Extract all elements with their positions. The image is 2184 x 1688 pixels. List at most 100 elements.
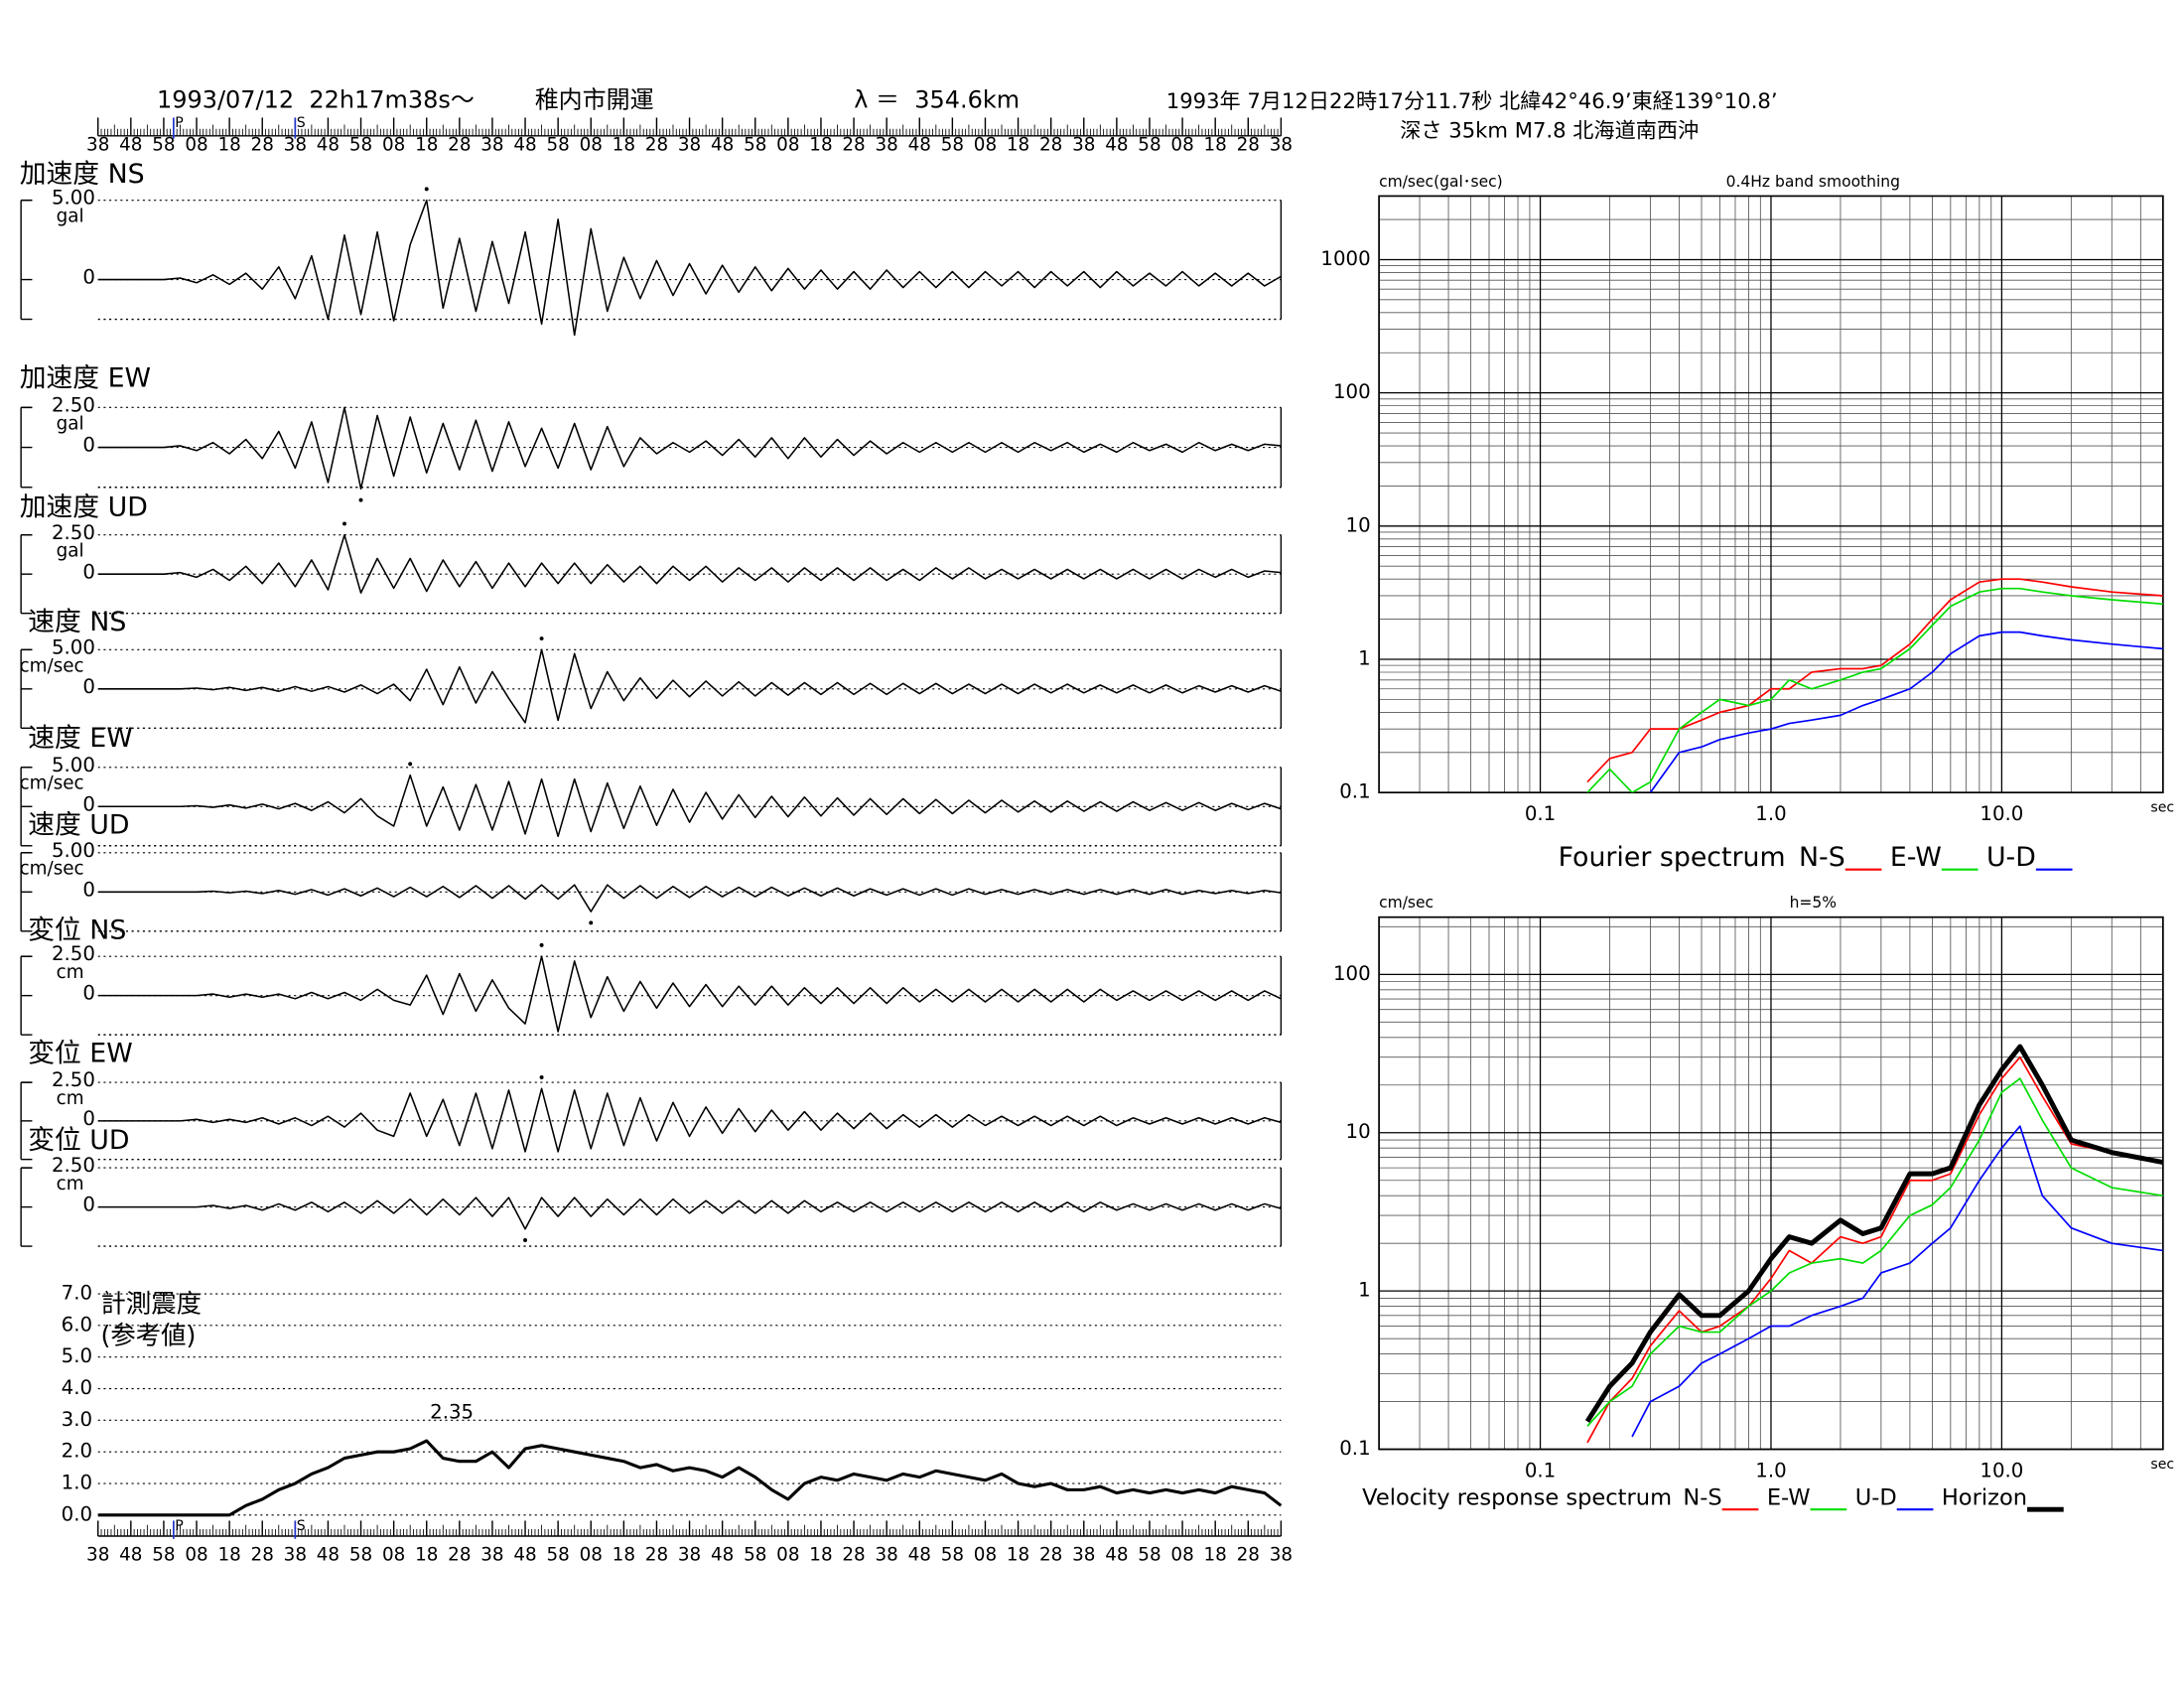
legend-label: N-S [1799, 842, 1845, 873]
time-tick-label: 08 [580, 1545, 603, 1566]
time-tick-label: 48 [317, 1545, 340, 1566]
spectrum-line [1586, 1055, 2163, 1444]
x-tick-label: 0.1 [1525, 802, 1556, 825]
legend-title: Fourier spectrum [1559, 842, 1786, 873]
peak-dot [589, 920, 594, 925]
time-tick-label: 58 [546, 135, 569, 156]
time-tick-label: 28 [1237, 1545, 1260, 1566]
time-tick-label: 18 [809, 1545, 832, 1566]
x-tick-label: 1.0 [1755, 802, 1786, 825]
legend-label: U-D [1855, 1484, 1897, 1510]
intensity-line [97, 1439, 1283, 1517]
trace-tick-label: 4.0 [62, 1376, 92, 1399]
phase-marker-label: S [297, 1518, 306, 1534]
x-axis-unit: sec [2150, 1457, 2174, 1473]
legend-label: Horizon [1942, 1484, 2027, 1510]
time-tick-label: 58 [744, 135, 766, 156]
time-tick-label: 48 [119, 1545, 142, 1566]
peak-dot [342, 521, 346, 526]
time-tick-label: 18 [217, 135, 240, 156]
epicentral-distance: λ ＝ 354.6km [854, 86, 1020, 114]
trace-label: 変位 EW [28, 1038, 132, 1068]
time-tick-label: 48 [513, 1545, 536, 1566]
trace-tick-label: 0 [82, 560, 95, 583]
x-axis-unit: sec [2150, 800, 2174, 816]
phase-marker-label: P [175, 1518, 184, 1534]
y-tick-label: 100 [1333, 380, 1371, 403]
time-tick-label: 58 [744, 1545, 766, 1566]
time-tick-label: 38 [875, 1545, 897, 1566]
peak-dot [408, 762, 413, 767]
trace-tick-label: 1.0 [62, 1472, 92, 1494]
time-tick-label: 18 [1204, 1545, 1227, 1566]
legend-title: Velocity response spectrum [1362, 1484, 1672, 1510]
time-tick-label: 18 [613, 1545, 635, 1566]
y-tick-label: 10 [1346, 513, 1371, 536]
time-tick-label: 08 [580, 135, 603, 156]
time-tick-label: 48 [711, 1545, 734, 1566]
time-tick-label: 48 [908, 1545, 931, 1566]
time-tick-label: 58 [1138, 135, 1160, 156]
trace-label: 加速度 NS [20, 159, 145, 190]
trace-label: 計測震度 [101, 1288, 203, 1318]
x-tick-label: 0.1 [1525, 1460, 1556, 1482]
time-tick-label: 48 [1105, 135, 1128, 156]
trace-tick-label: 0 [82, 434, 95, 457]
plot-frame [1378, 195, 2164, 794]
waveform [97, 1087, 1282, 1153]
time-tick-label: 58 [941, 135, 964, 156]
trace-unit: gal [57, 541, 84, 562]
plot-frame [1378, 915, 2164, 1451]
time-tick-label: 28 [1237, 135, 1260, 156]
time-tick-label: 58 [349, 135, 372, 156]
trace-tick-label: 5.00 [52, 754, 95, 776]
trace-unit: cm [57, 962, 84, 983]
time-tick-label: 48 [1105, 1545, 1128, 1566]
trace-tick-label: 7.0 [62, 1282, 92, 1305]
trace-unit: cm/sec [20, 655, 84, 676]
trace-note: (参考値) [101, 1321, 197, 1350]
peak-annotation: 2.35 [430, 1400, 474, 1423]
y-tick-label: 1000 [1320, 247, 1370, 270]
time-tick-label: 08 [776, 1545, 799, 1566]
time-tick-label: 38 [1072, 1545, 1095, 1566]
trace-tick-label: 0 [82, 792, 95, 815]
y-tick-label: 1 [1358, 646, 1371, 669]
peak-dot [424, 187, 429, 192]
phase-marker-label: S [297, 115, 306, 131]
spectrum-line [1631, 1125, 2163, 1438]
y-tick-label: 1 [1358, 1279, 1371, 1302]
time-tick-label: 38 [480, 135, 503, 156]
trace-label: 変位 UD [28, 1125, 129, 1156]
time-tick-label: 08 [382, 135, 405, 156]
peak-dot [358, 497, 363, 502]
source-info: 深さ 35km M7.8 北海道南西沖 [1400, 118, 1699, 143]
time-tick-label: 18 [809, 135, 832, 156]
time-tick-label: 38 [875, 135, 897, 156]
time-tick-label: 58 [546, 1545, 569, 1566]
time-tick-label: 08 [1170, 1545, 1193, 1566]
time-tick-label: 38 [1072, 135, 1095, 156]
time-tick-label: 08 [974, 1545, 997, 1566]
trace-unit: cm [57, 1088, 84, 1109]
spectrum-line [1649, 631, 2163, 793]
time-tick-label: 38 [480, 1545, 503, 1566]
trace-tick-label: 0 [82, 878, 95, 901]
trace-tick-label: 6.0 [62, 1313, 92, 1336]
y-tick-label: 0.1 [1339, 1437, 1370, 1460]
time-tick-label: 38 [86, 1545, 109, 1566]
trace-tick-label: 0 [82, 266, 95, 289]
trace-tick-label: 0 [82, 982, 95, 1005]
trace-tick-label: 2.50 [52, 521, 95, 544]
spectrum-line [1586, 1077, 2163, 1427]
legend-label: E-W [1767, 1484, 1811, 1510]
time-tick-label: 28 [645, 1545, 668, 1566]
y-tick-label: 100 [1333, 962, 1371, 985]
trace-label: 加速度 UD [20, 492, 148, 522]
trace-tick-label: 5.0 [62, 1344, 92, 1367]
plot-subtitle: 0.4Hz band smoothing [1726, 173, 1900, 191]
time-tick-label: 38 [86, 135, 109, 156]
trace-unit: gal [57, 413, 84, 434]
